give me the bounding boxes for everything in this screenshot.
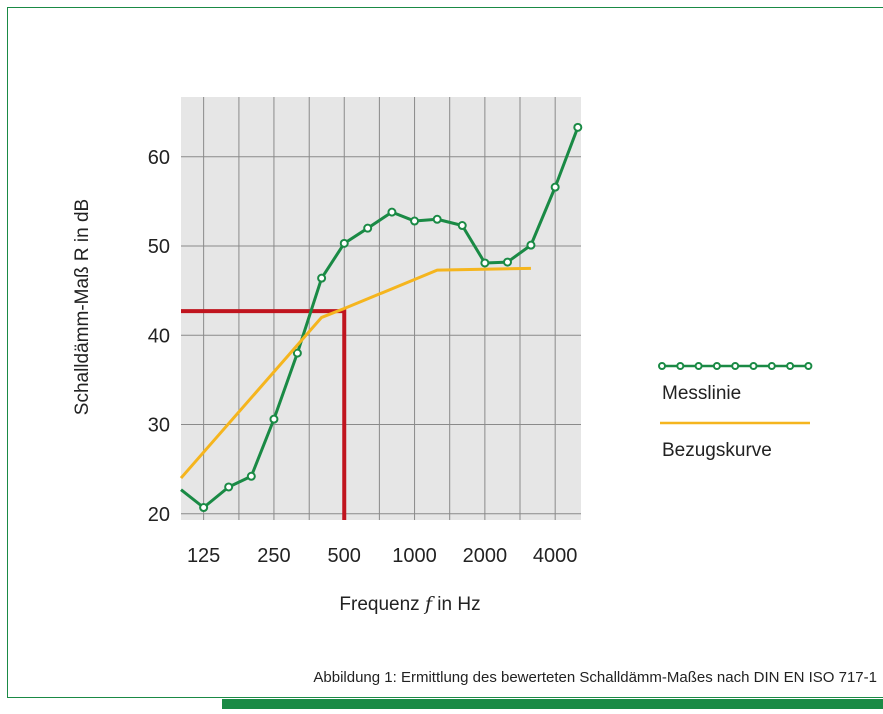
legend-marker <box>732 363 738 369</box>
y-tick-label: 30 <box>148 415 170 437</box>
caption-bar <box>222 699 883 709</box>
legend-marker <box>751 363 757 369</box>
data-point <box>527 242 534 249</box>
legend-marker <box>769 363 775 369</box>
data-point <box>574 124 581 131</box>
data-point <box>200 504 207 511</box>
legend-label: Bezugskurve <box>662 440 772 461</box>
x-tick-label: 2000 <box>463 545 508 567</box>
x-label-part: f <box>423 593 435 615</box>
x-label-part: Frequenz <box>339 594 419 615</box>
legend-marker <box>696 363 702 369</box>
data-point <box>552 184 559 191</box>
legend-marker <box>714 363 720 369</box>
caption: Abbildung 1: Ermittlung des bewerteten S… <box>313 669 877 686</box>
data-point <box>294 350 301 357</box>
legend-marker <box>677 363 683 369</box>
data-point <box>225 483 232 490</box>
x-tick-label: 1000 <box>392 545 437 567</box>
legend-marker <box>659 363 665 369</box>
data-point <box>248 473 255 480</box>
x-tick-label: 250 <box>257 545 290 567</box>
y-tick-label: 60 <box>148 147 170 169</box>
data-point <box>270 416 277 423</box>
plot-area <box>181 97 581 520</box>
data-point <box>481 259 488 266</box>
y-tick-label: 20 <box>148 504 170 526</box>
x-axis-label: Frequenz f in Hz <box>339 593 480 615</box>
y-tick-label: 40 <box>148 325 170 347</box>
data-point <box>388 209 395 216</box>
y-tick-label: 50 <box>148 236 170 258</box>
legend-marker <box>787 363 793 369</box>
data-point <box>318 275 325 282</box>
x-tick-label: 125 <box>187 545 220 567</box>
x-label-part: in Hz <box>437 594 480 615</box>
data-point <box>411 218 418 225</box>
x-tick-label: 500 <box>328 545 361 567</box>
data-point <box>434 216 441 223</box>
y-axis-label: Schalldämm-Maß R in dB <box>72 199 93 415</box>
legend-marker <box>805 363 811 369</box>
x-tick-label: 4000 <box>533 545 578 567</box>
data-point <box>504 259 511 266</box>
legend-label: Messlinie <box>662 383 741 404</box>
data-point <box>459 222 466 229</box>
data-point <box>364 225 371 232</box>
data-point <box>341 240 348 247</box>
